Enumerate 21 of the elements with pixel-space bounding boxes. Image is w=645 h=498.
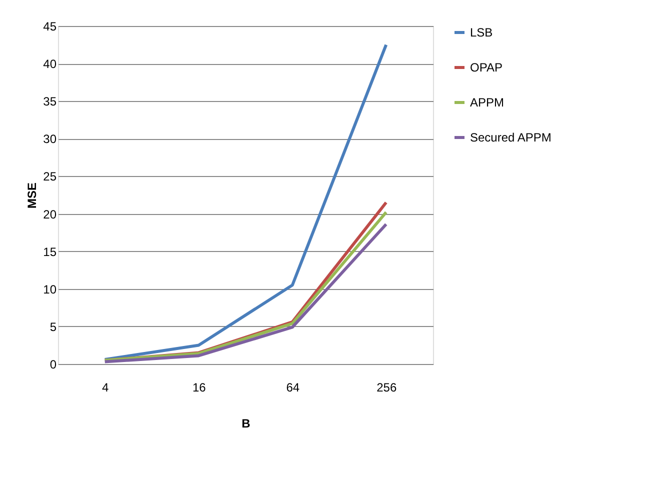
x-tick-label: 256 — [376, 380, 397, 394]
legend-label: APPM — [470, 96, 504, 110]
y-tick-label: 30 — [43, 132, 57, 146]
y-tick-label: 40 — [43, 57, 57, 72]
y-tick-label: 0 — [50, 358, 57, 372]
line-series — [103, 43, 388, 361]
legend-label: OPAP — [470, 60, 502, 74]
y-tick-label: 10 — [43, 282, 57, 296]
x-tick-label: 16 — [192, 380, 206, 394]
x-tick-label: 64 — [286, 380, 300, 394]
y-tick-label: 20 — [43, 207, 57, 222]
y-axis-title: MSE — [25, 182, 40, 209]
legend-label: LSB — [470, 26, 493, 40]
y-tick-label: 5 — [50, 320, 57, 334]
legend-label: Secured APPM — [470, 130, 552, 144]
x-axis-title: B — [242, 416, 251, 430]
y-tick-label: 35 — [43, 94, 57, 109]
y-tick-label: 25 — [43, 170, 57, 184]
x-tick-label: 4 — [102, 380, 110, 394]
y-tick-label: 45 — [43, 20, 57, 34]
y-tick-label: 15 — [43, 244, 57, 259]
